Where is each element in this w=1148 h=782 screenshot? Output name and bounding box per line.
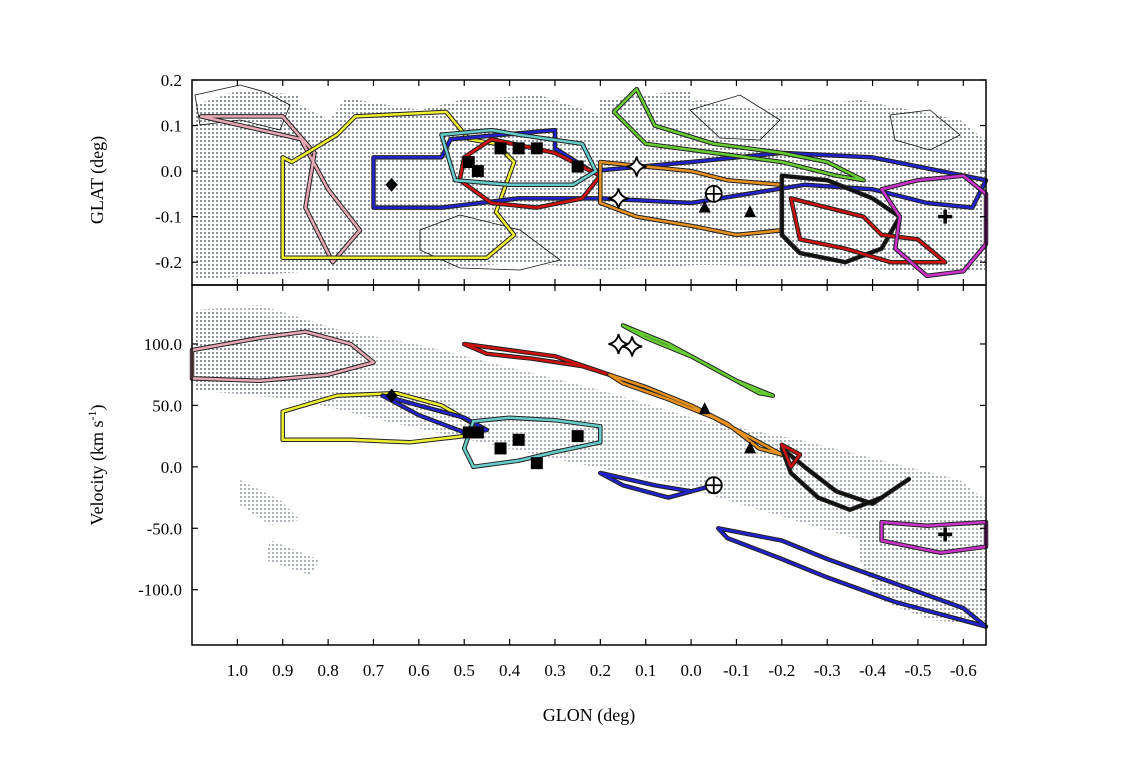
top-outline-5 <box>599 160 784 237</box>
bot-y-tick-label-3: -50.0 <box>147 519 182 538</box>
top-y-tick-label-1: 0.1 <box>161 117 182 136</box>
bottom-background-emission <box>195 305 985 625</box>
bot-outline-7 <box>780 447 911 512</box>
bottom-y-ticks: 100.0 50.0 0.0 -50.0 -100.0 <box>138 335 986 600</box>
bot-marker-square-5 <box>571 430 584 443</box>
top-outline-0 <box>199 115 362 264</box>
top-marker-square-5 <box>571 160 584 173</box>
bottom-markers <box>385 333 953 542</box>
bot-outline-2 <box>381 394 489 434</box>
top-marker-square-4 <box>530 142 543 155</box>
top-marker-square-1 <box>471 165 484 178</box>
bot-marker-square-3 <box>512 433 525 446</box>
top-y-tick-label-2: 0.0 <box>161 162 182 181</box>
bot-x-tick-label-16: -0.6 <box>950 661 977 680</box>
top-cloud-outlines <box>198 86 989 279</box>
top-outline-3 <box>458 137 602 209</box>
bot-x-tick-label-7: 0.3 <box>544 661 565 680</box>
bot-x-tick-label-14: -0.4 <box>859 661 886 680</box>
bot-x-tick-label-15: -0.5 <box>904 661 931 680</box>
x-axis-title: GLON (deg) <box>543 705 635 726</box>
top-y-axis-title: GLAT (deg) <box>87 136 108 224</box>
bot-outline-3 <box>462 416 602 469</box>
bot-marker-diamond-0 <box>385 388 398 403</box>
top-marker-triangle-0 <box>698 200 711 213</box>
bot-x-tick-label-0: 1.0 <box>227 661 248 680</box>
top-marker-four-point-star-1 <box>608 188 629 209</box>
bot-y-tick-label-1: 50.0 <box>152 396 182 415</box>
bot-x-tick-label-1: 0.9 <box>272 661 293 680</box>
bot-x-tick-label-6: 0.4 <box>499 661 521 680</box>
top-marker-plus-0 <box>938 209 953 224</box>
top-panel: 0.2 0.1 0.0 -0.1 -0.2 GLAT (deg) <box>87 71 989 286</box>
bottom-plot-frame <box>191 284 987 646</box>
top-marker-triangle-1 <box>744 205 757 218</box>
bot-x-tick-label-3: 0.7 <box>363 661 385 680</box>
top-marker-circled-plus-0 <box>704 184 723 203</box>
bot-marker-square-4 <box>530 457 543 470</box>
bot-x-tick-label-9: 0.1 <box>635 661 656 680</box>
bot-marker-square-2 <box>494 442 507 455</box>
top-outline-4 <box>440 128 598 187</box>
bottom-panel: 100.0 50.0 0.0 -50.0 -100.0 1.0 0.9 0.8 0.7 0.6 0… <box>85 284 989 680</box>
bot-x-tick-label-5: 0.5 <box>454 661 475 680</box>
bot-x-tick-label-13: -0.3 <box>814 661 841 680</box>
bot-x-tick-label-11: -0.1 <box>723 661 750 680</box>
top-x-ticks <box>236 80 964 285</box>
top-outline-6 <box>612 87 865 182</box>
bot-x-tick-label-10: 0.0 <box>680 661 701 680</box>
top-outline-9 <box>880 174 988 278</box>
bot-marker-square-0 <box>462 426 475 439</box>
top-marker-square-2 <box>494 142 507 155</box>
top-y-tick-label-0: 0.2 <box>161 71 182 90</box>
top-outline-2 <box>372 128 988 209</box>
top-markers <box>385 142 953 224</box>
top-background-emission <box>194 84 985 280</box>
top-outline-7 <box>780 174 902 264</box>
bot-x-tick-label-4: 0.6 <box>408 661 429 680</box>
bot-marker-triangle-1 <box>744 441 757 454</box>
bot-marker-four-point-star-1 <box>621 336 643 357</box>
top-marker-square-3 <box>512 142 525 155</box>
top-marker-square-0 <box>462 156 475 168</box>
bot-y-tick-label-2: 0.0 <box>161 458 182 477</box>
bot-marker-circled-plus-0 <box>704 476 723 495</box>
top-marker-four-point-star-0 <box>626 156 647 177</box>
bot-x-tick-label-2: 0.8 <box>317 661 338 680</box>
bottom-x-ticks: 1.0 0.9 0.8 0.7 0.6 0.5 0.4 0.3 0.2 0.1 0.0 -0.1 -0.… <box>227 285 977 680</box>
top-marker-diamond-0 <box>385 177 398 192</box>
bot-outline-0 <box>190 330 375 383</box>
top-y-ticks: 0.2 0.1 0.0 -0.1 -0.2 <box>155 71 986 272</box>
bot-marker-square-1 <box>471 426 484 439</box>
bot-marker-triangle-0 <box>698 402 711 415</box>
bot-y-tick-label-4: -100.0 <box>138 581 182 600</box>
bot-y-tick-label-0: 100.0 <box>144 335 182 354</box>
bot-marker-plus-0 <box>938 527 953 542</box>
bot-outline-8 <box>780 443 802 469</box>
bot-outline-6 <box>621 324 775 397</box>
top-y-tick-label-3: -0.1 <box>155 208 182 227</box>
bot-outline-11 <box>717 527 988 628</box>
top-outline-8 <box>789 197 947 264</box>
bot-marker-four-point-star-0 <box>608 333 629 355</box>
bot-x-tick-label-12: -0.2 <box>768 661 795 680</box>
top-outline-1 <box>281 110 516 259</box>
top-y-tick-label-4: -0.2 <box>155 253 182 272</box>
bottom-y-axis-title: Velocity (km s-1) <box>85 405 108 526</box>
bot-x-tick-label-8: 0.2 <box>590 661 611 680</box>
